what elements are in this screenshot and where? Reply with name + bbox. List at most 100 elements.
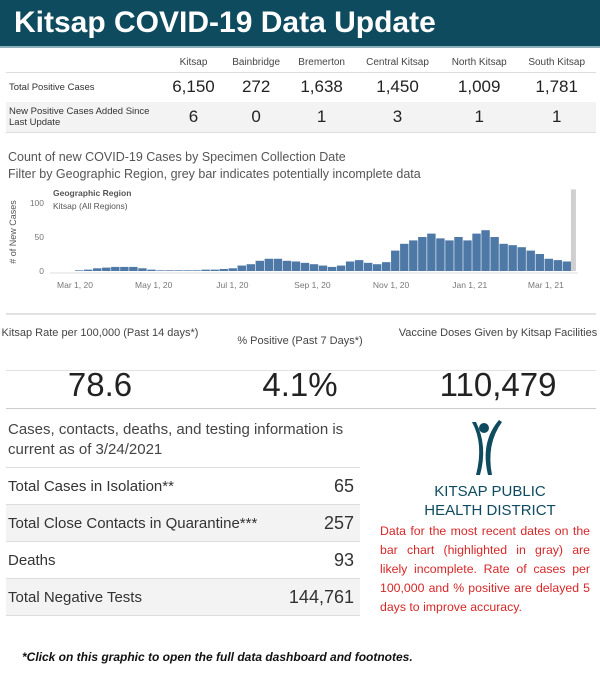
info-value: 93 (333, 550, 354, 570)
case-bar[interactable] (165, 270, 174, 271)
case-bar[interactable] (490, 237, 499, 271)
y-tick-label: 100 (30, 198, 44, 208)
case-bar[interactable] (472, 233, 481, 271)
case-bar[interactable] (84, 269, 93, 271)
case-bar[interactable] (535, 254, 544, 271)
case-bar[interactable] (192, 270, 201, 271)
incomplete-data-bar[interactable] (570, 189, 576, 271)
case-bar[interactable] (255, 260, 265, 271)
case-bar[interactable] (372, 264, 382, 271)
kphd-logo-icon (472, 420, 502, 475)
case-bar[interactable] (237, 265, 246, 271)
info-label: Total Negative Tests (8, 589, 142, 606)
info-label: Total Close Contacts in Quarantine*** (8, 515, 258, 532)
case-bar[interactable] (418, 237, 427, 271)
case-bar[interactable] (445, 240, 454, 271)
case-bar[interactable] (553, 260, 563, 271)
stat-label: Kitsap Rate per 100,000 (Past 14 days*) (1, 327, 199, 339)
y-tick-label: 50 (35, 232, 45, 242)
case-bar[interactable] (544, 258, 553, 271)
case-bar[interactable] (409, 240, 418, 271)
legend-value[interactable]: Kitsap (All Regions) (53, 201, 128, 211)
case-bar[interactable] (201, 269, 210, 271)
case-bar[interactable] (354, 260, 364, 271)
case-bar[interactable] (309, 264, 319, 271)
row-label: New Positive Cases Added Since Last Upda… (6, 102, 164, 133)
cell: 1 (441, 102, 518, 133)
cell: 3 (353, 102, 442, 133)
case-bar[interactable] (156, 270, 165, 271)
case-bar[interactable] (138, 268, 147, 271)
case-bar[interactable] (454, 237, 463, 271)
case-bar[interactable] (463, 240, 472, 271)
case-bar[interactable] (526, 250, 535, 271)
case-bar[interactable] (327, 266, 337, 271)
case-bar[interactable] (436, 238, 445, 271)
case-bar[interactable] (300, 262, 310, 271)
info-row: Total Cases in Isolation** 65 (6, 468, 360, 505)
case-bar[interactable] (273, 258, 283, 271)
case-bar[interactable] (291, 261, 301, 271)
case-bar[interactable] (481, 230, 490, 271)
case-bar[interactable] (120, 266, 129, 271)
case-bar[interactable] (228, 268, 237, 271)
x-tick-label: Jan 1, 21 (452, 280, 487, 290)
kphd-logo-text: KITSAP PUBLIC HEALTH DISTRICT (415, 482, 565, 520)
case-bar[interactable] (246, 264, 255, 271)
case-bar[interactable] (174, 270, 183, 271)
info-row: Total Close Contacts in Quarantine*** 257 (6, 505, 360, 542)
stat-value-positive: 4.1% (262, 366, 338, 403)
y-axis-label: # of New Cases (8, 200, 18, 264)
legend-title: Geographic Region (53, 188, 131, 198)
x-tick-label: Mar 1, 21 (528, 280, 564, 290)
case-bar[interactable] (517, 247, 526, 271)
case-bar[interactable] (102, 267, 111, 271)
info-row: Total Negative Tests 144,761 (6, 579, 360, 616)
case-bar[interactable] (562, 261, 572, 271)
divider (6, 467, 360, 468)
cell: 6,150 (172, 77, 215, 97)
case-bar[interactable] (183, 270, 192, 271)
cell: 1,781 (535, 77, 578, 97)
case-bar[interactable] (363, 262, 373, 271)
case-bar[interactable] (400, 243, 409, 271)
case-bar[interactable] (382, 262, 391, 271)
divider (6, 370, 596, 371)
case-bar[interactable] (210, 269, 219, 271)
case-bar[interactable] (75, 270, 84, 271)
case-bar[interactable] (111, 266, 120, 271)
case-bar-chart[interactable]: # of New Cases Geographic Region Kitsap … (0, 0, 600, 300)
table-row: Total Positive Cases 6,150 272 1,638 1,4… (6, 72, 596, 102)
info-value: 65 (333, 476, 354, 496)
cell: 1 (517, 102, 596, 133)
x-tick-label: Nov 1, 20 (373, 280, 410, 290)
col-header: Bainbridge (222, 54, 290, 73)
case-bar[interactable] (427, 233, 436, 271)
case-bar[interactable] (219, 268, 228, 271)
dashboard-footnote-link[interactable]: *Click on this graphic to open the full … (22, 650, 413, 664)
cell: 0 (222, 102, 290, 133)
x-tick-label: Sep 1, 20 (294, 280, 331, 290)
case-bar[interactable] (345, 261, 355, 271)
col-header: North Kitsap (441, 54, 518, 73)
case-bar[interactable] (264, 258, 274, 271)
info-value: 257 (323, 513, 354, 533)
info-label: Total Cases in Isolation** (8, 478, 174, 495)
stat-label: Vaccine Doses Given by Kitsap Facilities (398, 327, 598, 339)
case-bar[interactable] (499, 243, 508, 271)
info-row: Deaths 93 (6, 542, 360, 579)
case-bar[interactable] (336, 265, 346, 271)
case-bar[interactable] (147, 269, 156, 271)
regions-table: Kitsap Bainbridge Bremerton Central Kits… (6, 54, 596, 133)
stat-label: % Positive (Past 7 Days*) (237, 335, 363, 347)
case-bar[interactable] (391, 250, 400, 271)
case-bar[interactable] (508, 245, 517, 271)
x-tick-label: Jul 1, 20 (216, 280, 248, 290)
case-bar[interactable] (282, 260, 292, 271)
case-bar[interactable] (318, 265, 328, 271)
x-tick-label: May 1, 20 (135, 280, 173, 290)
cell: 1,638 (300, 77, 343, 97)
cell: 1,450 (376, 77, 419, 97)
case-bar[interactable] (93, 268, 102, 271)
case-bar[interactable] (129, 266, 138, 271)
